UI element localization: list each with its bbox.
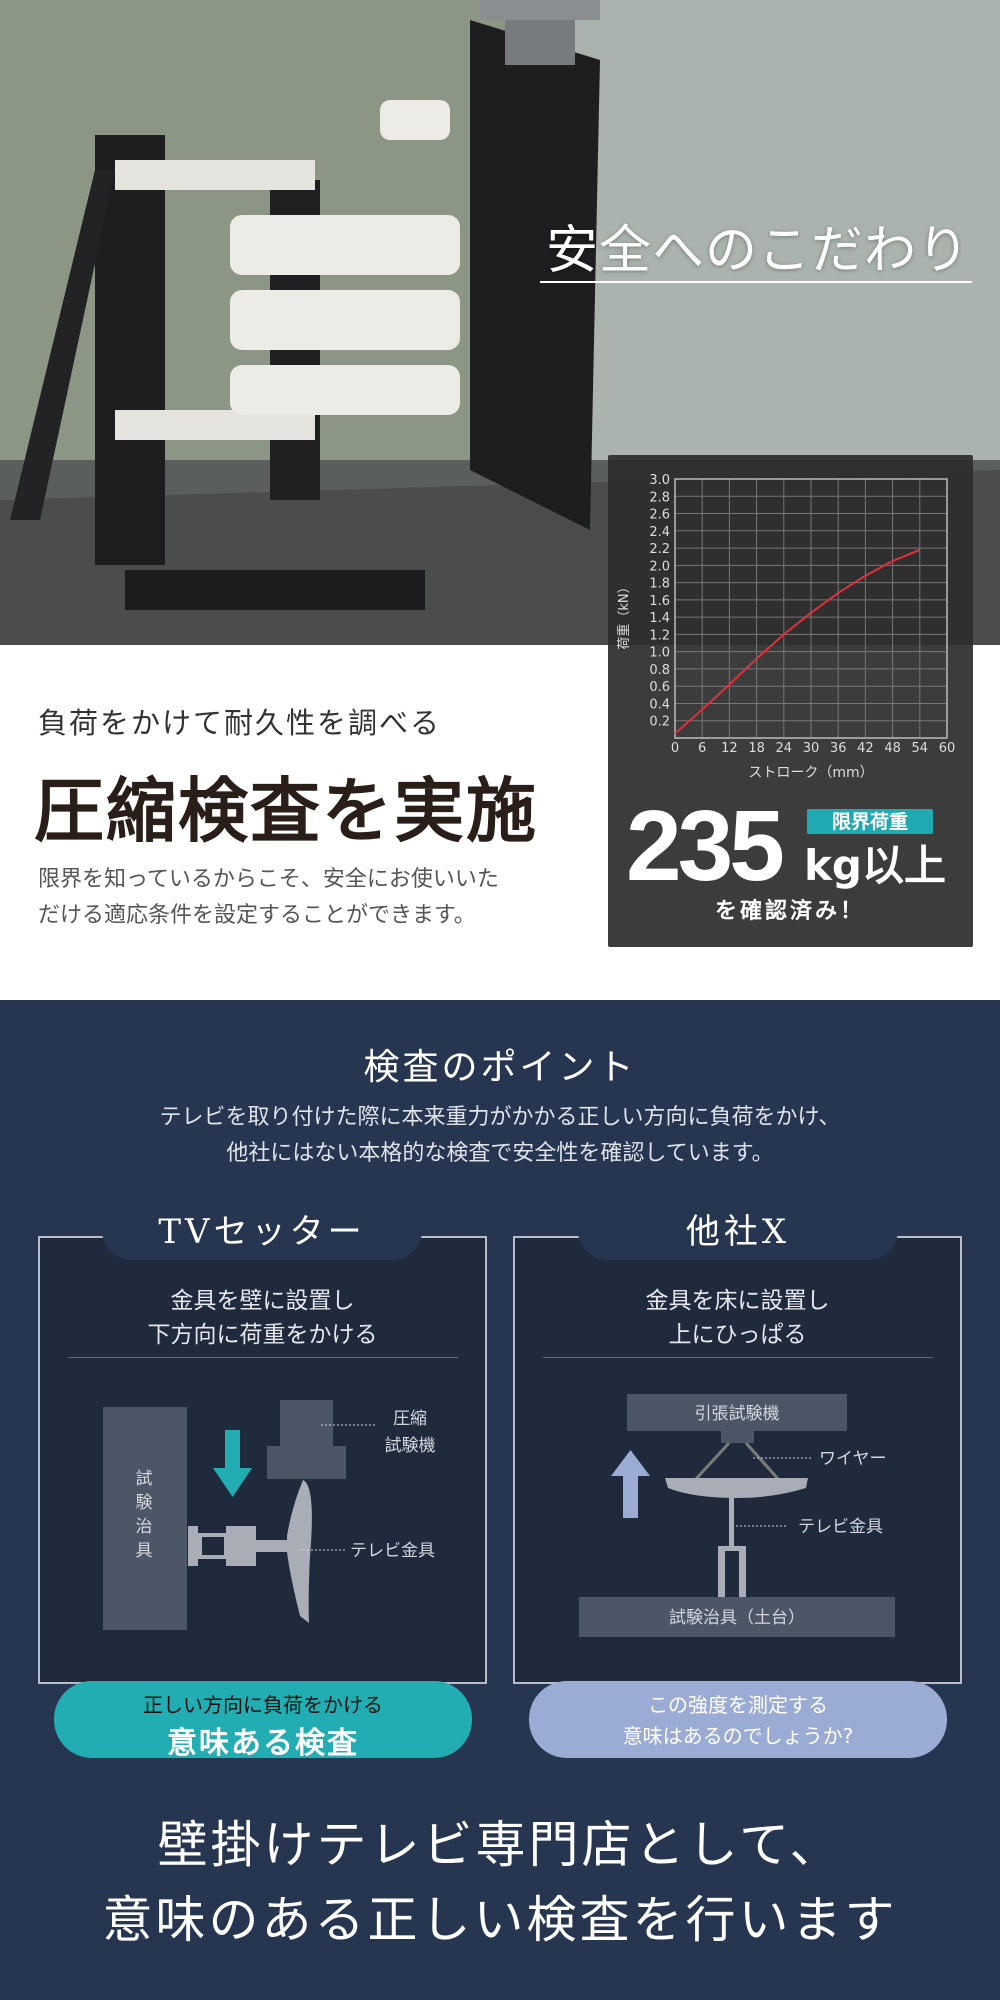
limit-load-badge [807, 809, 933, 834]
x-tick-label: 0 [671, 741, 679, 756]
y-tick-label: 1.4 [649, 611, 670, 626]
badge-line: この強度を測定する [648, 1693, 828, 1717]
hero-title: 安全へのこだわり [545, 221, 970, 281]
machine-label: 試験機 [385, 1436, 436, 1456]
x-tick-label: 42 [857, 741, 874, 756]
card-divider [543, 1357, 933, 1358]
tv-bracket [718, 1546, 746, 1597]
section-description-line: テレビを取り付けた際に本来重力がかかる正しい方向に負荷をかけ、 [159, 1105, 841, 1130]
confirmed-text: を確認済み！ [715, 898, 865, 924]
x-tick-label: 60 [939, 741, 956, 756]
y-tick-label: 2.8 [649, 490, 670, 505]
x-tick-label: 30 [803, 741, 820, 756]
wire [744, 1442, 781, 1481]
y-tick-label: 0.2 [649, 715, 670, 730]
y-tick-label: 2.2 [649, 542, 670, 557]
card-subtitle: 金具を床に設置し 上にひっぱる [513, 1284, 962, 1352]
down-arrow-icon [213, 1430, 252, 1497]
tv-bracket [188, 1526, 288, 1566]
x-tick-label: 18 [748, 741, 765, 756]
card-subtitle-line: 下方向に荷重をかける [147, 1322, 378, 1348]
load-chart-panel: 0 6 12 18 24 30 36 42 48 54 60 0.2 0.4 0.6 0.8 1.0 1.2 1.… [608, 455, 973, 947]
card-competitor-x: 引張試験機 試験治具（土台） ワイヤー テレビ金具 [513, 1236, 962, 1684]
plot-frame [674, 478, 948, 739]
card-subtitle: 金具を壁に設置し 下方向に荷重をかける [38, 1284, 487, 1352]
card-subtitle-line: 金具を床に設置し [645, 1288, 830, 1314]
y-tick-label: 1.8 [649, 577, 670, 592]
intro-paragraph-line: だける適応条件を設定することができます。 [38, 903, 476, 928]
card-conclusion-badge: 正しい方向に負荷をかける 意味ある検査 [54, 1681, 472, 1761]
card-title: TVセッター [102, 1208, 422, 1260]
badge-line: 意味はあるのでしょうか? [622, 1724, 854, 1748]
y-tick-label: 2.6 [649, 508, 670, 523]
machine-clamp [721, 1431, 754, 1443]
y-axis-label: 荷重（kN） [616, 580, 632, 649]
x-tick-label: 54 [912, 741, 929, 756]
series-line [674, 548, 921, 735]
x-tick-label: 48 [884, 741, 901, 756]
hero-title-underline [540, 281, 972, 283]
limit-load-badge-text: 限界荷重 [832, 810, 908, 833]
intro-paragraph-line: 限界を知っているからこそ、安全にお使いいた [38, 867, 499, 892]
card-divider [68, 1357, 458, 1358]
y-tick-label: 1.2 [649, 628, 670, 643]
intro-paragraph: 限界を知っているからこそ、安全にお使いいた だける適応条件を設定することができま… [38, 862, 578, 934]
tensile-test-diagram: 引張試験機 試験治具（土台） ワイヤー テレビ金具 [579, 1394, 895, 1637]
section-description-line: 他社にはない本格的な検査で安全性を確認しています。 [226, 1141, 774, 1166]
y-tick-label: 1.0 [649, 646, 670, 661]
badge-line: 正しい方向に負荷をかける [143, 1693, 383, 1717]
card-conclusion-badge: この強度を測定する 意味はあるのでしょうか? [529, 1681, 947, 1758]
compression-machine [280, 1400, 333, 1446]
wire-label: ワイヤー [819, 1449, 887, 1469]
y-tick-label: 1.6 [649, 594, 670, 609]
bracket-pole [729, 1497, 734, 1547]
section-description: テレビを取り付けた際に本来重力がかかる正しい方向に負荷をかけ、 他社にはない本格… [0, 1100, 1000, 1172]
limit-load-unit: kg以上 [804, 841, 946, 890]
tensile-machine [627, 1394, 847, 1431]
y-tick-label: 2.0 [649, 559, 670, 574]
tv-panel [665, 1478, 808, 1498]
y-tick-label: 0.4 [649, 697, 670, 712]
bracket-label: テレビ金具 [798, 1517, 883, 1537]
card-tv-setter: 試験治具 圧縮 試験機 テレビ金具 [38, 1236, 487, 1684]
y-tick-label: 3.0 [649, 473, 670, 488]
tv-panel [287, 1480, 312, 1623]
card-title: 他社X [578, 1208, 898, 1260]
closing-line-1: 壁掛けテレビ専門店として、 [157, 1816, 843, 1874]
y-tick-label: 0.6 [649, 680, 670, 695]
base-label: 試験治具（土台） [669, 1608, 805, 1628]
section-title: 検査のポイント [363, 1047, 637, 1088]
bracket-label: テレビ金具 [350, 1541, 435, 1561]
machine-label: 圧縮 [393, 1409, 427, 1429]
load-stroke-chart: 0 6 12 18 24 30 36 42 48 54 60 0.2 0.4 0.6 0.8 1.0 1.2 1.… [616, 473, 956, 924]
x-tick-label: 24 [776, 741, 793, 756]
x-tick-label: 36 [830, 741, 847, 756]
machine-label: 引張試験機 [695, 1404, 780, 1424]
limit-load-value: 235 [626, 790, 782, 902]
wire [693, 1441, 731, 1482]
intro-lead: 負荷をかけて耐久性を調べる [38, 706, 442, 740]
closing-line-2: 意味のある正しい検査を行います [102, 1891, 898, 1949]
card-subtitle-line: 金具を壁に設置し [170, 1288, 355, 1314]
test-jig [103, 1407, 187, 1630]
test-base [579, 1597, 895, 1637]
x-tick-label: 12 [721, 741, 738, 756]
y-tick-label: 2.4 [649, 525, 670, 540]
test-jig-label: 試験治具 [136, 1469, 153, 1561]
compression-machine-head [267, 1446, 346, 1479]
card-subtitle-line: 上にひっぱる [668, 1322, 807, 1348]
badge-line: 意味ある検査 [167, 1726, 359, 1761]
up-arrow-icon [611, 1450, 650, 1518]
intro-headline: 圧縮検査を実施 [34, 769, 538, 852]
y-tick-label: 0.8 [649, 663, 670, 678]
compression-test-diagram: 試験治具 圧縮 試験機 テレビ金具 [103, 1400, 436, 1630]
x-axis-label: ストローク（mm） [748, 765, 873, 781]
x-tick-label: 6 [698, 741, 706, 756]
